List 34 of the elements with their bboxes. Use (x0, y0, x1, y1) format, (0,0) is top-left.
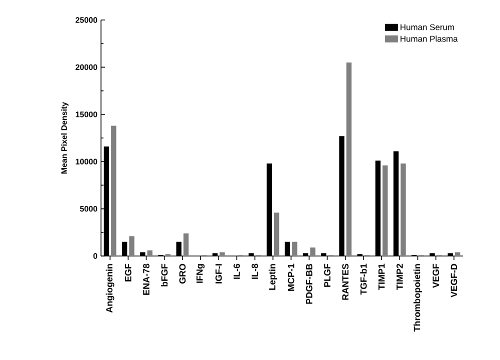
x-tick-label: PLGF (324, 264, 330, 287)
x-tick-label: TIMP2 (396, 264, 403, 290)
x-tick-label: RANTES (342, 264, 349, 300)
bar (111, 126, 116, 256)
bar (129, 236, 134, 256)
bar (310, 248, 316, 256)
x-tick-label: TIMP1 (378, 264, 385, 290)
x-tick-label: VEGF-D (450, 264, 458, 298)
x-tick-label: IFNg (196, 264, 205, 283)
x-tick-label: PDGF-BB (306, 264, 312, 304)
x-tick-label: VEGF (432, 264, 440, 288)
x-tick-label: GRO (179, 264, 186, 284)
x-tick-label: ENA-78 (143, 264, 150, 295)
bar (274, 212, 280, 256)
x-tick-label: Thrombopoietin (414, 264, 422, 332)
bar (346, 62, 352, 256)
bar (400, 163, 406, 256)
x-tick-label: MCP-1 (288, 264, 294, 291)
x-tick-label: EGF (124, 264, 132, 282)
x-tick-label: bFGF (161, 264, 168, 286)
bar (454, 252, 460, 256)
x-tick-label: IL-8 (252, 264, 258, 279)
x-tick-label: Angiogenin (106, 264, 114, 313)
bar (220, 252, 225, 256)
legend-label: Human Serum (400, 24, 454, 30)
x-tick-label: TGF-b1 (360, 264, 367, 295)
legend-label: Human Plasma (400, 36, 458, 42)
bar (183, 233, 189, 256)
bar (292, 242, 298, 256)
x-tick-label: Leptin (268, 264, 278, 290)
x-tick-label: IL-6 (234, 264, 240, 279)
bar (147, 250, 152, 256)
bar (382, 165, 388, 256)
x-tick-label: IGF-I (215, 264, 222, 284)
